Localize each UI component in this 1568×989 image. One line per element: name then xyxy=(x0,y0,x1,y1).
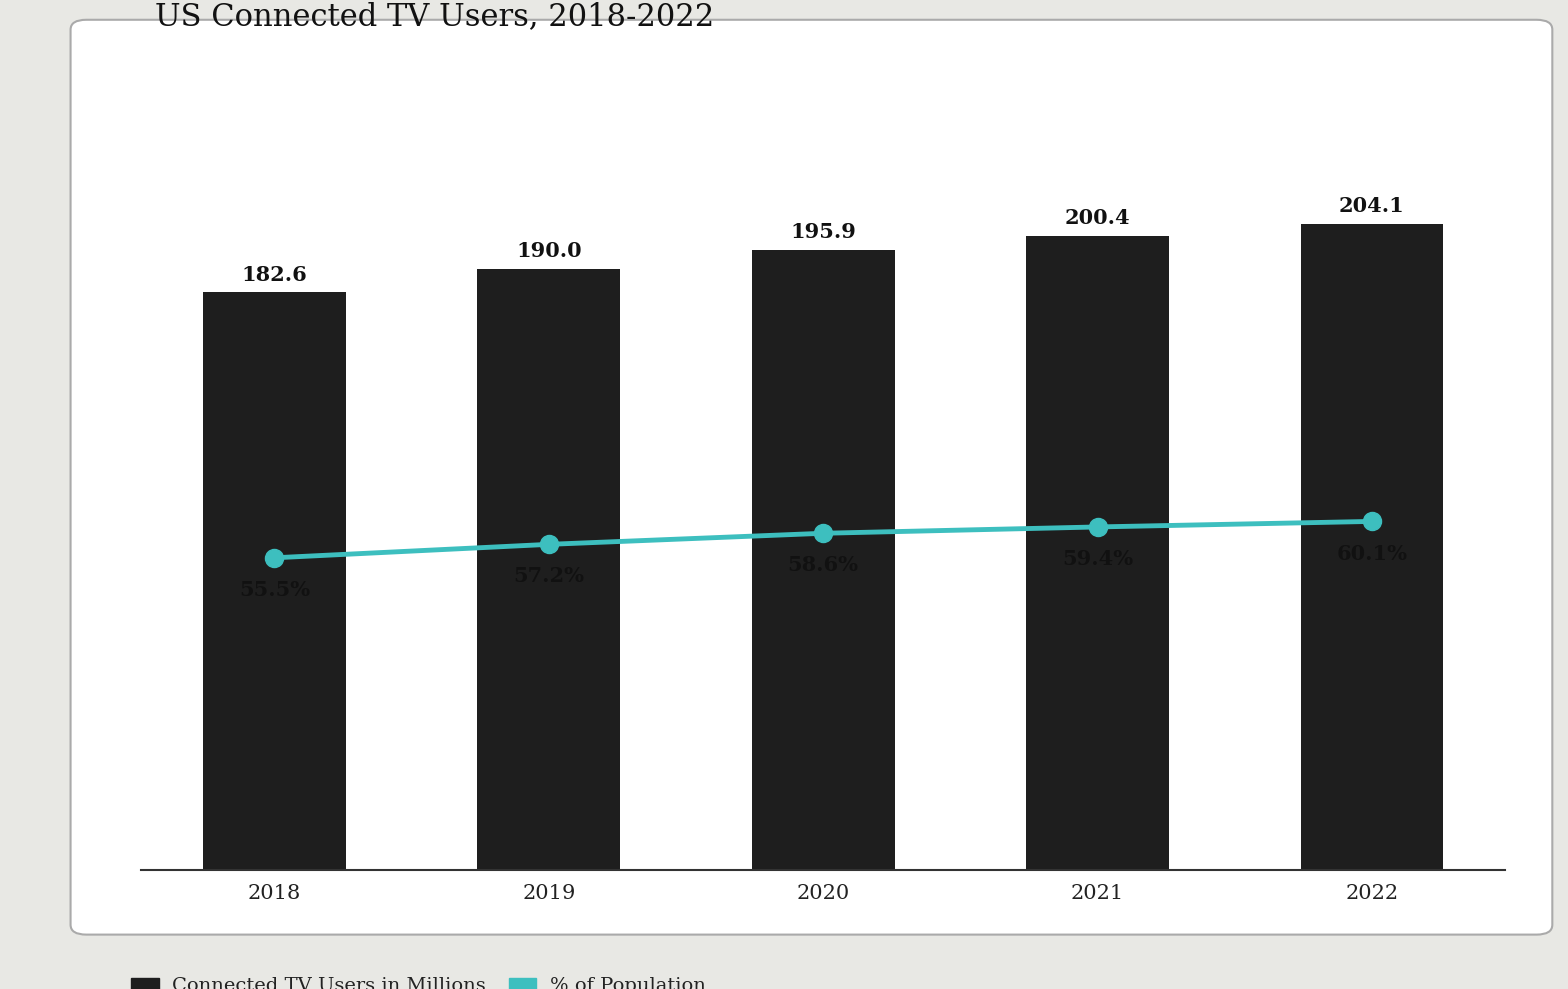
Bar xyxy=(753,250,894,870)
Bar xyxy=(478,269,621,870)
Text: 59.4%: 59.4% xyxy=(1062,549,1134,569)
Bar xyxy=(1025,236,1168,870)
Text: 200.4: 200.4 xyxy=(1065,208,1131,228)
Text: 57.2%: 57.2% xyxy=(513,567,585,586)
Bar xyxy=(1300,225,1443,870)
Text: 182.6: 182.6 xyxy=(241,264,307,285)
Text: 195.9: 195.9 xyxy=(790,223,856,242)
Text: 190.0: 190.0 xyxy=(516,241,582,261)
Text: 204.1: 204.1 xyxy=(1339,197,1405,217)
Text: 55.5%: 55.5% xyxy=(238,580,310,600)
Bar xyxy=(204,293,347,870)
Legend: Connected TV Users in Millions, % of Population: Connected TV Users in Millions, % of Pop… xyxy=(124,969,713,989)
Text: US Connected TV Users, 2018-2022: US Connected TV Users, 2018-2022 xyxy=(155,1,713,32)
Text: 58.6%: 58.6% xyxy=(787,556,859,576)
Text: 60.1%: 60.1% xyxy=(1336,544,1408,564)
